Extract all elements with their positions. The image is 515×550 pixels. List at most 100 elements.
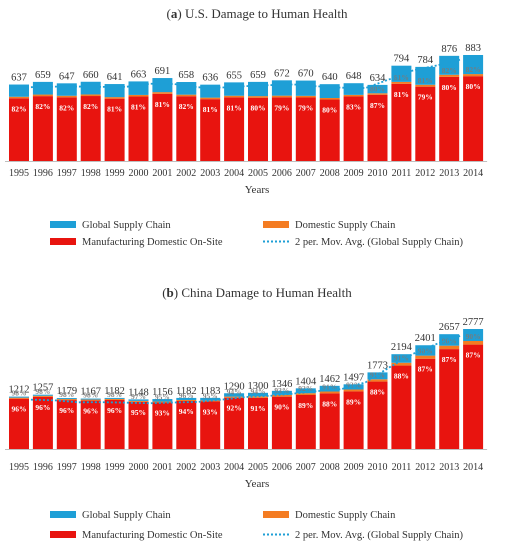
chart-panel-letter: a (171, 6, 178, 21)
legend-label-2: Manufacturing Domestic On-Site (82, 530, 223, 541)
total-label-2013: 2657 (439, 322, 460, 333)
bar-domestic-supply-2002 (176, 399, 197, 401)
total-label-1999: 1182 (104, 386, 125, 397)
bar-domestic-supply-2002 (176, 94, 197, 97)
bar-domestic-supply-2008 (319, 391, 340, 394)
tick-label-2006: 2006 (272, 462, 292, 473)
total-label-2006: 1346 (271, 379, 292, 390)
tick-label-2010: 2010 (368, 168, 388, 179)
legend-label-1: Domestic Supply Chain (295, 220, 396, 231)
legend-label-3: 2 per. Mov. Avg. (Global Supply Chain) (295, 237, 463, 248)
bar-domestic-supply-2010 (367, 379, 388, 382)
pct-label-manufacturing-1998: 82% (83, 102, 98, 111)
bar-manufacturing-2009 (343, 96, 364, 161)
chart-panel-a: (a) U.S. Damage to Human Health 637 82% 199… (5, 6, 488, 248)
bar-global-supply-2013 (439, 334, 460, 346)
pct-label-manufacturing-2004: 92% (227, 404, 242, 413)
total-label-2009: 1497 (343, 372, 364, 383)
bar-global-supply-1997 (56, 83, 77, 96)
legend-swatch-1 (263, 511, 289, 518)
bar-domestic-supply-2000 (128, 400, 149, 402)
total-label-1995: 1212 (9, 385, 30, 396)
bar-manufacturing-2001 (152, 402, 173, 449)
tick-label-2001: 2001 (152, 462, 172, 473)
pct-label-manufacturing-2002: 94% (179, 407, 194, 416)
bar-global-supply-2001 (152, 78, 173, 93)
total-label-2003: 1183 (200, 386, 221, 397)
tick-label-2006: 2006 (272, 168, 292, 179)
bar-manufacturing-2011 (391, 83, 412, 161)
pct-label-cumulative-1996: 98% (35, 387, 50, 396)
bar-global-supply-2011 (391, 65, 412, 82)
chart-panel-b: (b) China Damage to Human Health 1212 96% 9… (5, 285, 488, 541)
bar-domestic-supply-1999 (104, 97, 125, 99)
chart-title-open: ( (162, 285, 166, 300)
bar-global-supply-1996 (32, 394, 53, 396)
bar-global-supply-2010 (367, 84, 388, 94)
bar-manufacturing-1999 (104, 399, 125, 449)
tick-label-1996: 1996 (33, 462, 53, 473)
total-label-2011: 794 (394, 54, 411, 65)
total-label-2014: 2777 (463, 317, 484, 328)
bar-global-supply-2002 (176, 82, 197, 95)
bar-manufacturing-2005 (248, 397, 268, 449)
bar-manufacturing-1995 (9, 398, 29, 449)
tick-label-1998: 1998 (81, 168, 101, 179)
bar-manufacturing-1999 (104, 98, 125, 161)
bar-manufacturing-1997 (56, 97, 77, 161)
tick-label-2007: 2007 (296, 168, 316, 179)
bar-global-supply-2000 (128, 399, 149, 401)
bar-global-supply-2014 (463, 55, 484, 75)
chart-title-close: ) (174, 285, 178, 300)
pct-label-cumulative-2000: 97% (131, 392, 146, 401)
chart-panel-letter: b (167, 285, 174, 300)
pct-label-cumulative-1995: 98% (12, 389, 27, 398)
legend-label-0: Global Supply Chain (82, 510, 171, 521)
bar-domestic-supply-1996 (32, 395, 53, 397)
tick-label-2011: 2011 (392, 462, 412, 473)
total-label-1998: 660 (83, 70, 99, 81)
pct-label-manufacturing-2009: 89% (346, 397, 361, 406)
tick-label-2007: 2007 (296, 462, 316, 473)
tick-label-2011: 2011 (392, 168, 412, 179)
bar-manufacturing-1998 (80, 400, 101, 449)
pct-label-manufacturing-2012: 79% (418, 93, 433, 102)
total-label-2006: 672 (274, 68, 290, 79)
bar-global-supply-2002 (176, 397, 197, 400)
bar-manufacturing-2001 (152, 93, 173, 161)
bar-manufacturing-2007 (295, 395, 316, 449)
bar-domestic-supply-2005 (248, 396, 268, 398)
bar-global-supply-1998 (80, 398, 101, 400)
chart-title-text: U.S. Damage to Human Health (182, 6, 348, 21)
bar-global-supply-2008 (319, 385, 340, 392)
bar-domestic-supply-2000 (128, 94, 149, 97)
bar-manufacturing-1997 (56, 400, 77, 449)
total-label-2007: 670 (298, 69, 314, 80)
bar-global-supply-2004 (224, 82, 245, 96)
pct-label-cumulative-2013: 90% (442, 337, 457, 346)
bar-domestic-supply-2006 (271, 394, 292, 397)
bar-manufacturing-1996 (32, 396, 53, 449)
legend-label-3: 2 per. Mov. Avg. (Global Supply Chain) (295, 530, 463, 541)
pct-label-manufacturing-1999: 81% (107, 105, 122, 114)
bar-domestic-supply-2013 (439, 345, 460, 350)
bar-manufacturing-2000 (128, 96, 149, 161)
pct-label-cumulative-2001: 95% (155, 393, 170, 402)
pct-label-cumulative-1999: 98% (107, 390, 122, 399)
bar-manufacturing-1995 (9, 98, 29, 161)
pct-label-cumulative-2008: 91% (322, 383, 337, 392)
bar-global-supply-1996 (32, 81, 53, 95)
pct-label-cumulative-2010: 91% (370, 370, 385, 379)
pct-label-manufacturing-2002: 82% (179, 102, 194, 111)
bar-domestic-supply-1995 (9, 96, 29, 99)
bar-domestic-supply-1996 (32, 94, 53, 97)
pct-label-manufacturing-2000: 95% (131, 408, 146, 417)
bar-manufacturing-2003 (200, 401, 221, 449)
bar-manufacturing-2013 (439, 349, 460, 449)
bar-domestic-supply-1997 (56, 399, 77, 401)
bar-global-supply-2005 (248, 81, 268, 97)
chart-title: (b) China Damage to Human Health (162, 285, 352, 300)
bar-domestic-supply-2012 (415, 84, 436, 87)
tick-label-2002: 2002 (176, 462, 196, 473)
total-label-1996: 1257 (32, 383, 53, 394)
